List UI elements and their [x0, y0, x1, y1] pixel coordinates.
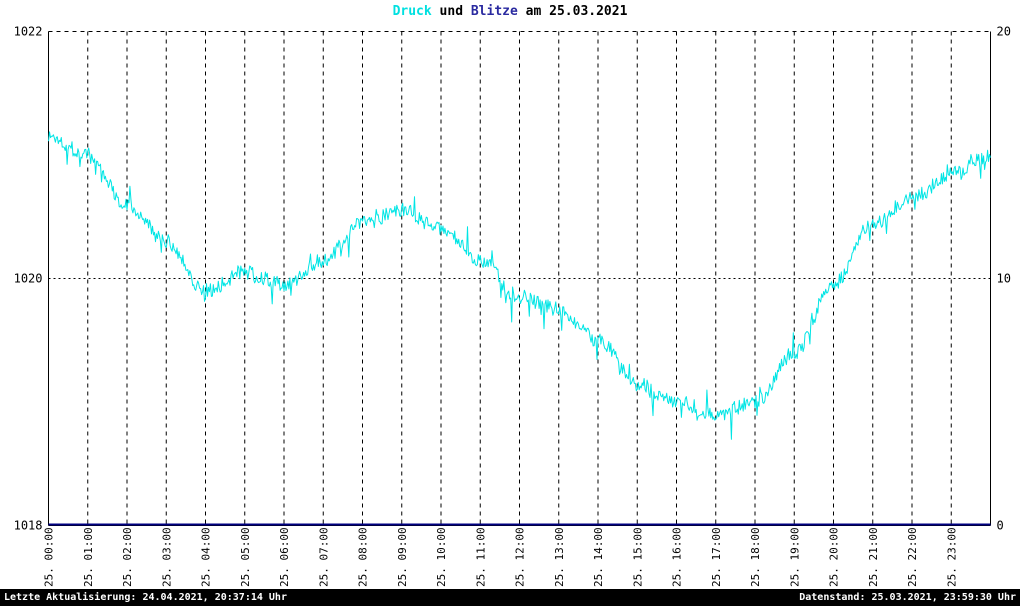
x-tick-label: 25. 23:00 [945, 527, 958, 587]
last-update-text: Letzte Aktualisierung: 24.04.2021, 20:37… [4, 592, 287, 603]
x-tick-label: 25. 11:00 [474, 527, 487, 587]
y-tick-label-right: 0 [997, 519, 1004, 533]
y-tick-label-left: 1022 [14, 25, 43, 39]
x-tick-label: 25. 17:00 [710, 527, 723, 587]
x-tick-label: 25. 12:00 [514, 527, 527, 587]
data-status-text: Datenstand: 25.03.2021, 23:59:30 Uhr [799, 592, 1016, 603]
x-tick-label: 25. 06:00 [278, 527, 291, 587]
x-tick-label: 25. 08:00 [357, 527, 370, 587]
y-tick-label-right: 20 [997, 25, 1011, 39]
title-part-und: und [431, 4, 471, 19]
footer-bar: Letzte Aktualisierung: 24.04.2021, 20:37… [0, 589, 1020, 606]
druck-series-line [48, 131, 991, 440]
x-tick-label: 25. 05:00 [239, 527, 252, 587]
title-part-blitze: Blitze [470, 4, 518, 19]
y-tick-label-right: 10 [997, 272, 1011, 286]
x-tick-label: 25. 19:00 [788, 527, 801, 587]
x-tick-label: 25. 18:00 [749, 527, 762, 587]
title-part-date: am 25.03.2021 [517, 4, 628, 19]
x-tick-label: 25. 00:00 [43, 527, 56, 587]
y-tick-label-left: 1018 [14, 519, 43, 533]
x-tick-label: 25. 20:00 [828, 527, 841, 587]
y-tick-label-left: 1020 [14, 272, 43, 286]
x-tick-label: 25. 15:00 [631, 527, 644, 587]
x-tick-label: 25. 04:00 [200, 527, 213, 587]
x-tick-label: 25. 02:00 [121, 527, 134, 587]
x-tick-label: 25. 16:00 [671, 527, 684, 587]
x-tick-label: 25. 13:00 [553, 527, 566, 587]
x-tick-label: 25. 10:00 [435, 527, 448, 587]
title-part-druck: Druck [392, 4, 432, 19]
x-tick-label: 25. 01:00 [82, 527, 95, 587]
x-tick-label: 25. 09:00 [396, 527, 409, 587]
chart-title: Druck und Blitze am 25.03.2021 [0, 4, 1020, 19]
x-tick-label: 25. 14:00 [592, 527, 605, 587]
x-tick-label: 25. 22:00 [906, 527, 919, 587]
x-tick-label: 25. 21:00 [867, 527, 880, 587]
x-tick-label: 25. 07:00 [317, 527, 330, 587]
x-tick-label: 25. 03:00 [160, 527, 173, 587]
